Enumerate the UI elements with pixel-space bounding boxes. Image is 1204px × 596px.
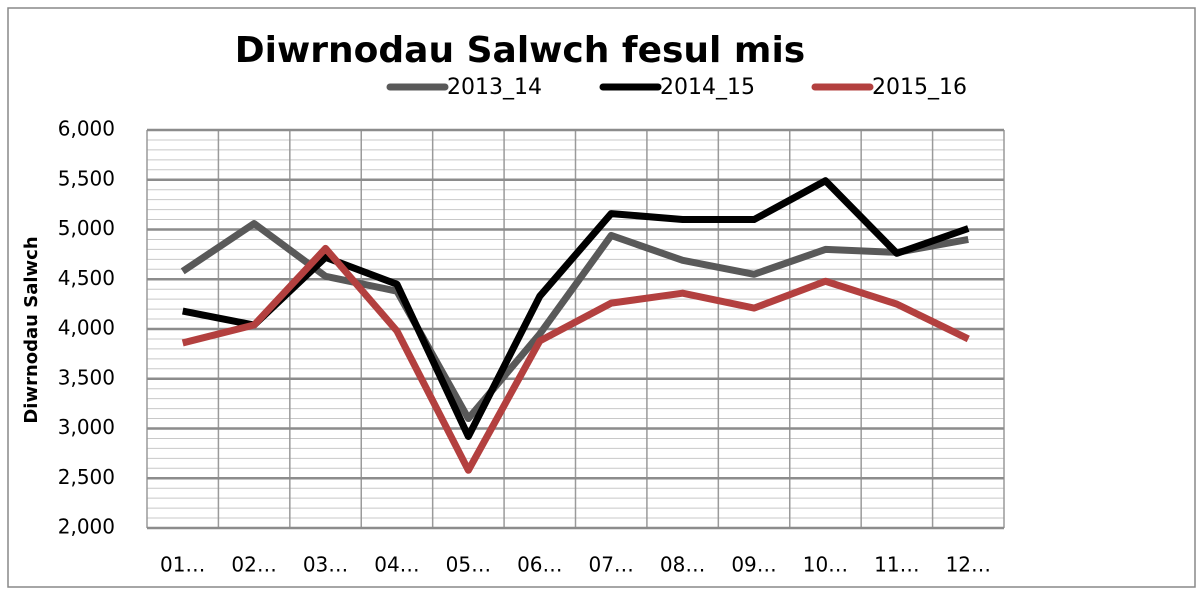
x-tick-label: 08…	[660, 553, 705, 577]
x-tick-label: 03…	[303, 553, 348, 577]
x-tick-label: 01…	[160, 553, 205, 577]
chart-border	[7, 7, 1196, 588]
line-series	[181, 244, 970, 474]
legend-label: 2015_16	[872, 75, 967, 100]
y-tick-label: 6,000	[58, 117, 115, 141]
y-tick-label: 3,000	[58, 415, 115, 439]
y-tick-label: 4,500	[58, 266, 115, 290]
legend-label: 2014_15	[660, 75, 755, 100]
x-tick-label: 12…	[946, 553, 991, 577]
y-tick-label: 2,500	[58, 465, 115, 489]
x-tick-label: 10…	[803, 553, 848, 577]
x-tick-label: 07…	[588, 553, 633, 577]
chart-title: Diwrnodau Salwch fesul mis	[235, 30, 805, 71]
y-tick-label: 2,000	[58, 515, 115, 539]
x-tick-label: 04…	[374, 553, 419, 577]
y-tick-label: 5,000	[58, 216, 115, 240]
y-tick-label: 4,000	[58, 316, 115, 340]
y-tick-label: 3,500	[58, 365, 115, 389]
line-series	[182, 177, 970, 440]
x-tick-label: 09…	[731, 553, 776, 577]
x-tick-label: 11…	[874, 553, 919, 577]
legend-label: 2013_14	[447, 75, 542, 100]
x-tick-label: 05…	[446, 553, 491, 577]
y-axis-label: Diwrnodau Salwch	[21, 236, 42, 423]
x-tick-label: 02…	[231, 553, 276, 577]
y-tick-label: 5,500	[58, 166, 115, 190]
x-tick-label: 06…	[517, 553, 562, 577]
